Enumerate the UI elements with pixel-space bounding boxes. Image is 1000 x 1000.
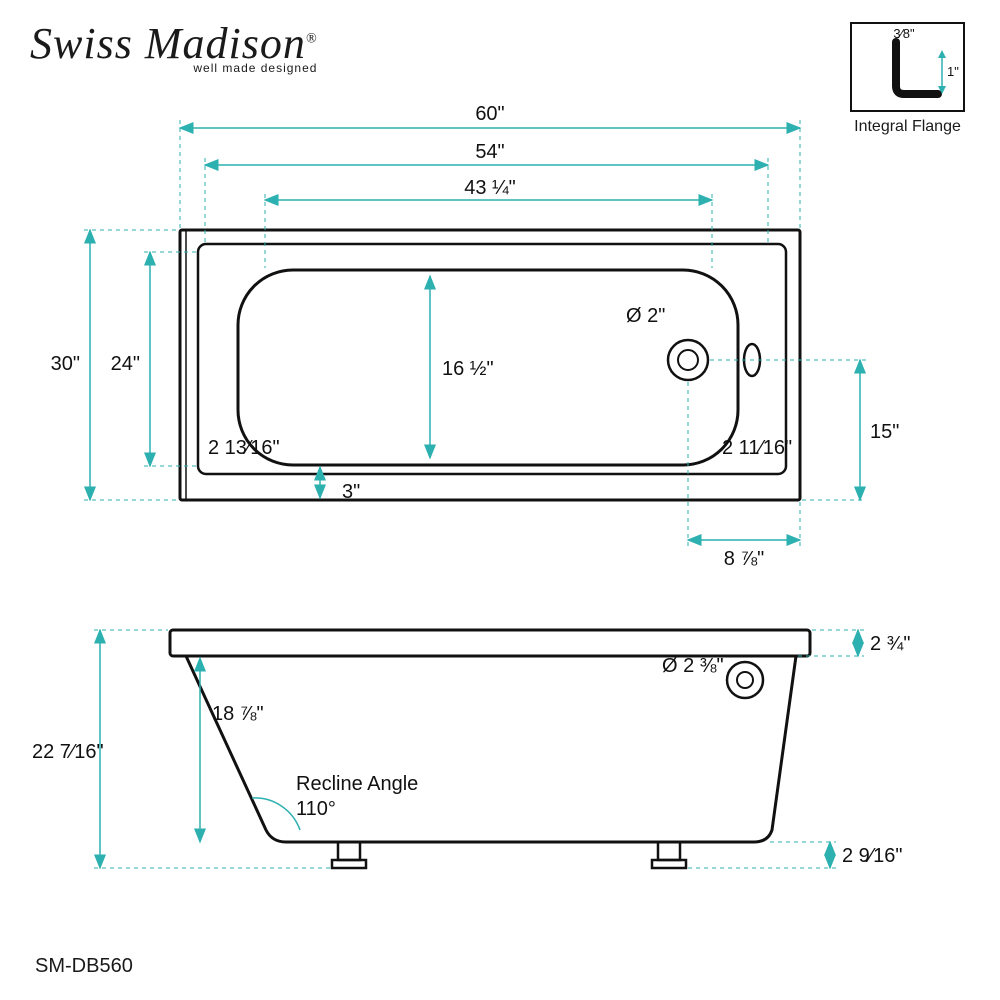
dim-drain-right: 8 ⅞" (724, 548, 764, 570)
dim-basin-w: 43 ¼" (464, 177, 516, 199)
dim-side-inner-h: 18 ⅞" (212, 703, 264, 725)
top-view: 60" 54" 43 ¼" 30" 24" 16 ½" Ø 2" 2 13⁄16… (51, 103, 900, 570)
dim-side-overall-h: 22 7⁄16" (32, 741, 104, 763)
recline-angle: 110° (296, 798, 336, 820)
dim-drain-dia: Ø 2" (626, 305, 665, 327)
dim-drain-bottom: 15" (870, 421, 899, 443)
technical-drawing: 60" 54" 43 ¼" 30" 24" 16 ½" Ø 2" 2 13⁄16… (0, 0, 1000, 1000)
recline-label: Recline Angle (296, 773, 418, 795)
dim-inner-h: 24" (111, 353, 140, 375)
dim-inner-w: 54" (475, 141, 504, 163)
dim-foot-h: 2 9⁄16" (842, 845, 903, 867)
dim-right-inset: 2 11⁄16" (722, 437, 792, 459)
dim-overall-w: 60" (475, 103, 504, 125)
dim-overall-h: 30" (51, 353, 80, 375)
dim-basin-h: 16 ½" (442, 358, 494, 380)
side-view: Ø 2 ⅜" Recline Angle 110° 22 7⁄16" 18 ⅞"… (32, 630, 910, 868)
dim-rim-h: 2 ¾" (870, 633, 910, 655)
dim-bottom-gap: 3" (342, 481, 360, 503)
dim-left-inset: 2 13⁄16" (208, 437, 280, 459)
dim-overflow-dia: Ø 2 ⅜" (662, 655, 724, 677)
